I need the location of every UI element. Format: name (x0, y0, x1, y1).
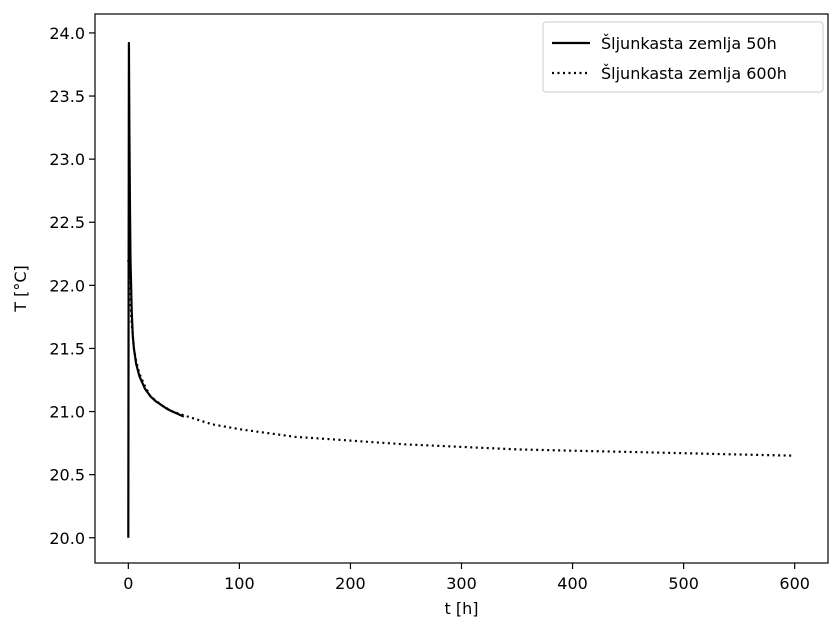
plot-lines (127, 41, 795, 538)
y-tick-label: 23.0 (49, 150, 85, 169)
x-tick-label: 100 (224, 574, 255, 593)
y-tick-label: 24.0 (49, 24, 85, 43)
x-axis: 0 100 200 300 400 500 600 (123, 563, 810, 593)
x-tick-label: 500 (668, 574, 699, 593)
x-tick-label: 300 (446, 574, 477, 593)
x-tick-label: 600 (779, 574, 810, 593)
y-tick-label: 22.0 (49, 276, 85, 295)
x-tick-label: 400 (557, 574, 588, 593)
y-tick-label: 20.0 (49, 529, 85, 548)
x-axis-label: t [h] (445, 599, 479, 618)
legend-label-50h: Šljunkasta zemlja 50h (601, 34, 777, 53)
y-tick-label: 20.5 (49, 466, 85, 485)
series-line-50h (127, 41, 185, 538)
y-tick-label: 22.5 (49, 213, 85, 232)
y-axis: 20.0 20.5 21.0 21.5 22.0 22.5 23.0 23.5 24.0 (49, 24, 95, 548)
series-line-600h (127, 260, 795, 457)
y-tick-label: 21.5 (49, 339, 85, 358)
y-tick-label: 23.5 (49, 87, 85, 106)
legend-box (542, 21, 824, 93)
y-tick-label: 21.0 (49, 403, 85, 422)
x-tick-label: 200 (335, 574, 366, 593)
legend: Šljunkasta zemlja 50h Šljunkasta zemlja … (542, 21, 824, 93)
x-tick-label: 0 (123, 574, 133, 593)
legend-label-600h: Šljunkasta zemlja 600h (601, 64, 787, 83)
plot-frame (94, 13, 829, 564)
y-axis-label: T [°C] (11, 265, 30, 313)
